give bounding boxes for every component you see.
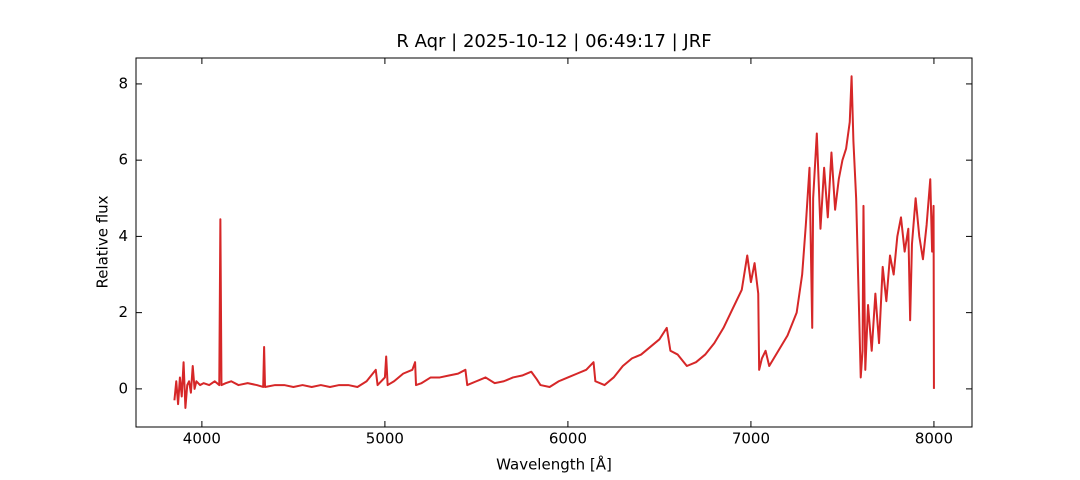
y-tick-label: 2 — [118, 303, 128, 321]
x-tick-label: 6000 — [549, 430, 587, 448]
x-tick-label: 4000 — [183, 430, 221, 448]
x-axis-label: Wavelength [Å] — [496, 455, 612, 474]
data-line — [173, 75, 935, 409]
chart-title: R Aqr | 2025-10-12 | 06:49:17 | JRF — [396, 31, 711, 52]
x-tick-label: 5000 — [366, 430, 404, 448]
y-axis-label: Relative flux — [94, 195, 112, 288]
x-tick-label: 8000 — [915, 430, 953, 448]
y-tick-label: 4 — [118, 227, 128, 245]
y-tick-label: 8 — [118, 74, 128, 92]
x-tick-label: 7000 — [732, 430, 770, 448]
y-tick-label: 6 — [118, 151, 128, 169]
plot-frame — [135, 57, 973, 428]
y-tick-label: 0 — [118, 379, 128, 397]
